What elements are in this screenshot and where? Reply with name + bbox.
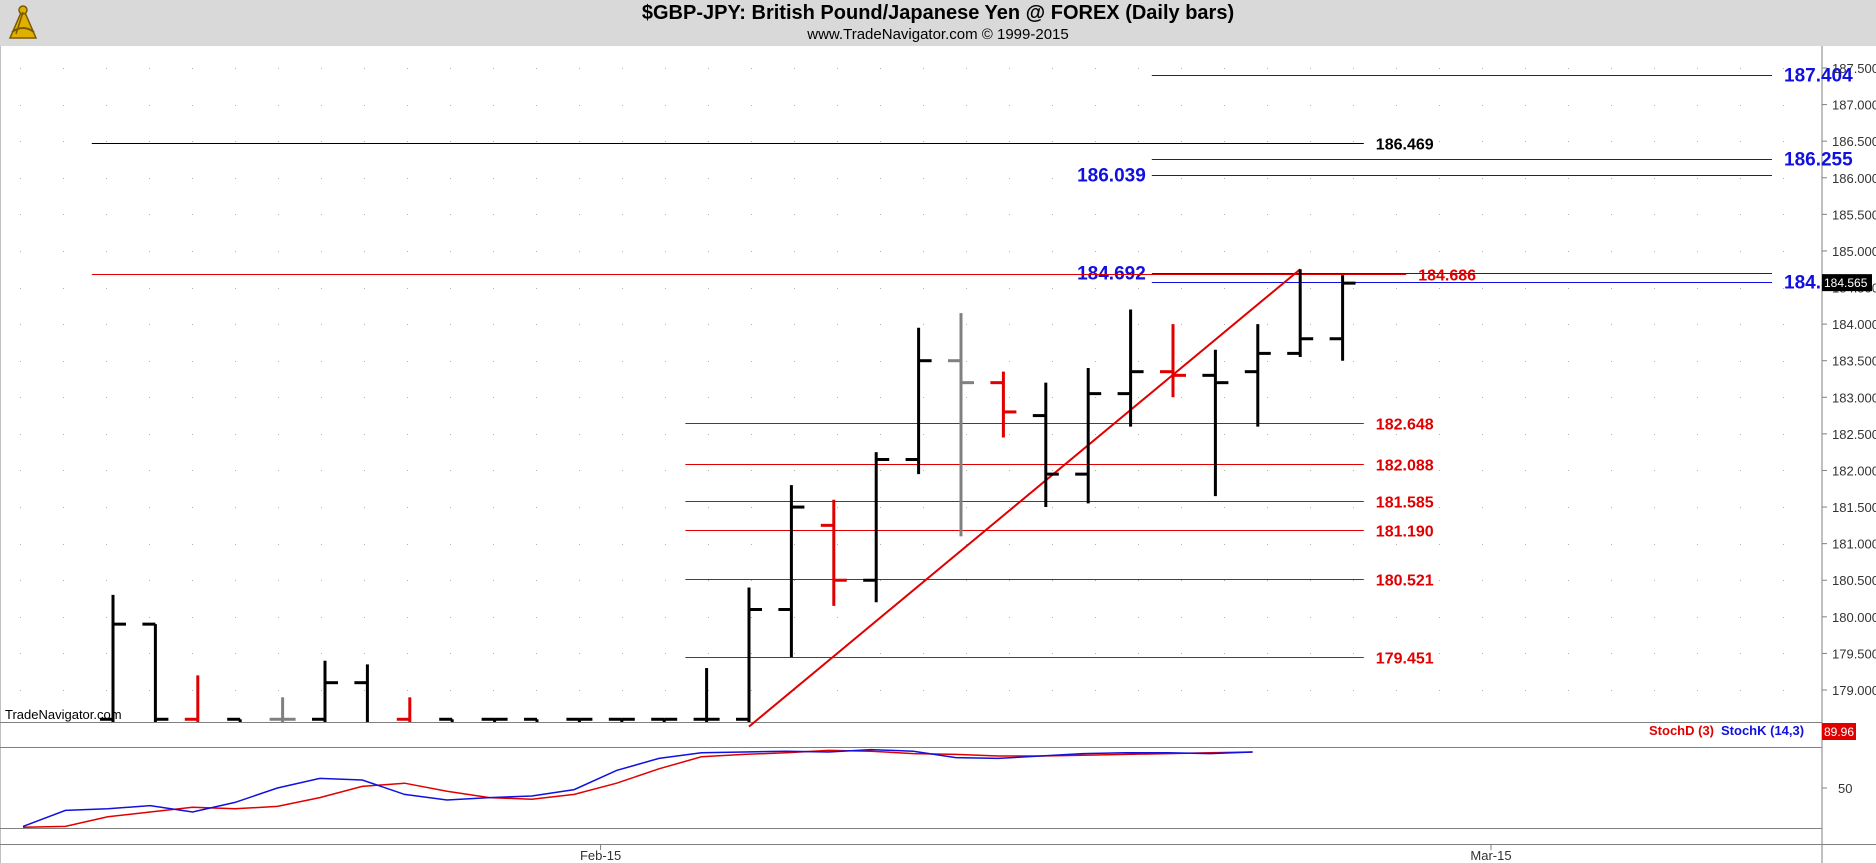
ohlc-bar — [481, 717, 508, 722]
level-label: 184.686 — [1418, 268, 1476, 285]
price-axis: 179.000 179.500 180.000 180.500 181.000 181.5… — [1822, 61, 1876, 698]
chart-frame — [0, 46, 1876, 863]
stoch-last-label: 89.96 — [1824, 725, 1854, 739]
level-label: 182.648 — [1376, 417, 1434, 434]
level-label: 187.404 — [1784, 66, 1853, 87]
ohlc-bar — [184, 675, 200, 722]
price-tick-label: 179.500 — [1832, 646, 1876, 661]
level-label: 181.190 — [1376, 524, 1434, 541]
stoch-last-badge — [1822, 723, 1856, 740]
level-label: 180.521 — [1376, 573, 1434, 590]
stoch-k-line — [22, 748, 1253, 828]
ohlc-bar — [396, 697, 412, 722]
ohlc-bar — [863, 452, 890, 603]
level-label: 186.469 — [1376, 137, 1434, 154]
price-tick-label: 180.500 — [1832, 573, 1876, 588]
watermark: TradeNavigator.com — [5, 707, 122, 722]
price-tick-label: 184.000 — [1832, 317, 1876, 332]
price-tick-label: 183.500 — [1832, 354, 1876, 369]
price-tick-label: 187.500 — [1832, 61, 1876, 76]
ohlc-bar — [566, 717, 593, 722]
ohlc-bar — [1329, 275, 1356, 361]
ohlc-bar — [1117, 309, 1144, 427]
level-label: 179.451 — [1376, 651, 1434, 668]
ohlc-bar — [1202, 349, 1229, 497]
last-price-badge — [1822, 274, 1872, 292]
ohlc-bar — [651, 717, 678, 722]
ohlc-bar — [312, 660, 338, 722]
price-tick-label: 181.000 — [1832, 537, 1876, 552]
ohlc-bar — [439, 717, 454, 722]
ohlc-bar — [1244, 324, 1271, 427]
price-tick-label: 182.000 — [1832, 463, 1876, 478]
date-axis: Feb-15 Mar-15 — [580, 844, 1512, 863]
legend-stoch-d: StochD (3) — [1649, 723, 1714, 738]
ohlc-bar — [524, 717, 539, 722]
last-price-label: 184.565 — [1824, 276, 1868, 290]
price-tick-label: 182.500 — [1832, 427, 1876, 442]
price-tick-label: 186.500 — [1832, 134, 1876, 149]
price-tick-label: 185.500 — [1832, 207, 1876, 222]
level-label: 186.039 — [1077, 166, 1146, 187]
ohlc-bar — [354, 664, 369, 722]
price-tick-label: 185.000 — [1832, 244, 1876, 259]
ohlc-bar — [227, 717, 242, 722]
ohlc-bar — [269, 697, 296, 722]
trendline-segment — [748, 268, 1301, 728]
date-tick-label: Feb-15 — [580, 848, 621, 863]
ohlc-bar — [820, 499, 847, 606]
price-tick-label: 180.000 — [1832, 610, 1876, 625]
chart-subtitle: www.TradeNavigator.com © 1999-2015 — [807, 26, 1069, 43]
level-label: 182.088 — [1376, 458, 1434, 475]
ohlc-bar — [990, 371, 1017, 438]
price-tick-label: 181.500 — [1832, 500, 1876, 515]
stochastic-panel: 50 89.96 — [22, 723, 1856, 828]
date-tick-label: Mar-15 — [1470, 848, 1511, 863]
chart-header — [0, 0, 1876, 46]
ohlc-bar — [1160, 324, 1186, 398]
ohlc-bar — [736, 587, 762, 722]
trendline — [748, 268, 1301, 728]
level-label: 181.585 — [1376, 495, 1434, 512]
ohlc-bar — [905, 327, 932, 475]
ohlc-bar — [1287, 269, 1314, 358]
ohlc-bar — [1075, 368, 1102, 504]
price-tick-label: 183.000 — [1832, 390, 1876, 405]
ohlc-bar — [948, 313, 974, 537]
price-tick-label: 187.000 — [1832, 98, 1876, 113]
ohlc-bar — [608, 717, 635, 722]
ohlc-bars — [100, 269, 1356, 722]
stoch-tick-label: 50 — [1838, 781, 1852, 796]
sextant-logo-icon — [8, 5, 38, 39]
price-tick-label: 179.000 — [1832, 683, 1876, 698]
ohlc-bar — [142, 622, 169, 722]
ohlc-bar — [778, 485, 805, 658]
ohlc-bar — [1032, 382, 1059, 508]
grid-dots — [20, 68, 1812, 691]
ohlc-bar — [693, 668, 720, 722]
price-tick-label: 186.000 — [1832, 171, 1876, 186]
legend-stoch-k: StochK (14,3) — [1721, 723, 1805, 738]
stoch-d-line — [22, 749, 1253, 828]
ohlc-bar — [100, 594, 126, 722]
chart-title: $GBP-JPY: British Pound/Japanese Yen @ F… — [641, 2, 1235, 24]
level-label: 186.255 — [1784, 150, 1853, 171]
